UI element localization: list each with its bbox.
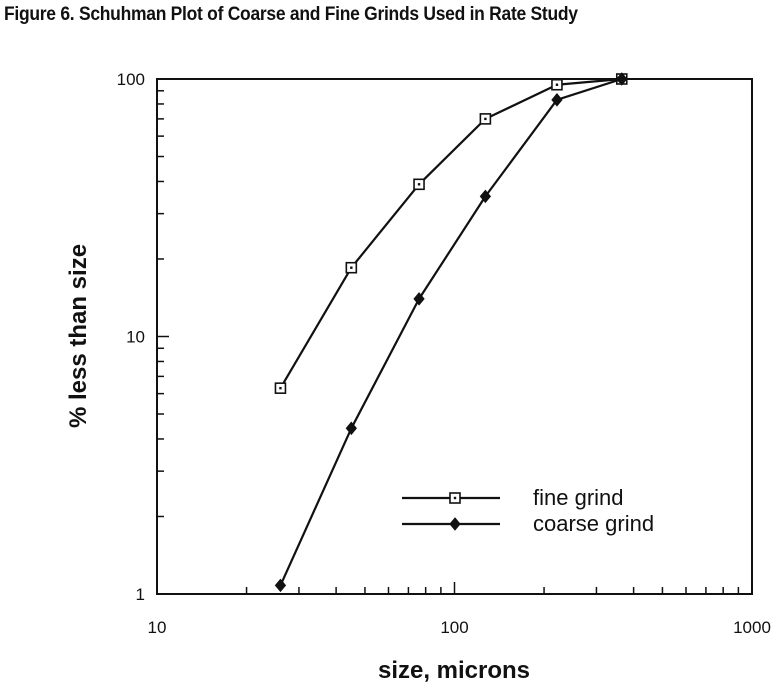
legend-entry: fine grind [402,485,624,510]
x-tick-label: 100 [440,618,468,637]
y-tick-label: 1 [136,585,145,604]
x-axis-title: size, microns [378,657,530,684]
figure-title: Figure 6. Schuhman Plot of Coarse and Fi… [4,4,578,25]
data-point [274,578,287,593]
data-point [345,421,357,436]
data-point [479,189,492,204]
y-axis-ticks: 1 10 100 [117,70,169,604]
data-point [616,72,628,86]
data-point [413,178,425,191]
legend-marker [449,517,461,531]
plot-frame [156,78,753,595]
y-tick-label: 100 [117,70,145,89]
y-tick-label: 10 [126,328,145,347]
legend-marker [449,492,461,504]
legend-entry: coarse grind [402,511,654,536]
legend-label: fine grind [533,485,624,510]
series-coarse-grind [274,72,628,593]
data-point [479,113,492,125]
x-tick-label: 10 [148,618,167,637]
series-line [279,77,622,389]
plot-border [156,78,753,595]
series-line [279,77,623,586]
data-point [551,78,563,91]
x-tick-label: 1000 [733,618,771,637]
series-fine-grind [274,73,628,394]
data-point [551,93,563,107]
y-axis-title: % less than size [65,244,92,428]
legend-label: coarse grind [533,511,654,536]
x-axis-ticks: 10 100 1000 [148,582,771,637]
data-point [274,382,287,394]
data-point [345,261,358,274]
data-point [413,292,425,306]
series-layer [274,72,628,593]
